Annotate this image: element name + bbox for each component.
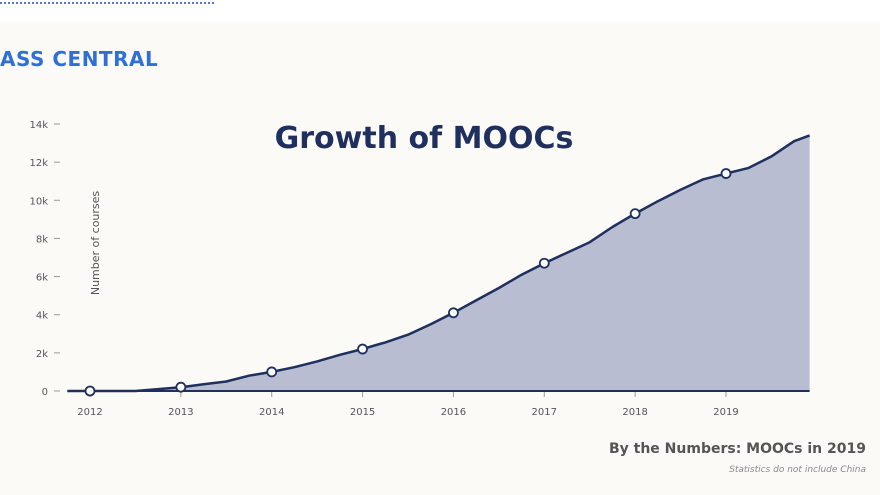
data-markers bbox=[84, 168, 732, 397]
y-tick-label: 6k bbox=[36, 273, 48, 284]
y-tick-label: 12k bbox=[29, 158, 48, 169]
data-point-marker bbox=[448, 307, 459, 319]
caption: By the Numbers: MOOCs in 2019 bbox=[608, 441, 866, 457]
x-tick-label: 2019 bbox=[713, 407, 738, 418]
series-line bbox=[67, 134, 811, 393]
data-point-marker bbox=[266, 366, 278, 378]
x-tick-label: 2018 bbox=[622, 407, 647, 418]
data-point-marker bbox=[175, 381, 187, 393]
data-point-marker bbox=[629, 208, 641, 220]
y-axis-label: Number of courses bbox=[89, 191, 102, 296]
chart-title: Growth of MOOCs bbox=[275, 121, 574, 156]
y-tick-label: 0 bbox=[42, 387, 48, 398]
y-tick-label: 14k bbox=[29, 120, 48, 131]
focus-dotted-line bbox=[0, 2, 214, 4]
x-tick-label: 2012 bbox=[77, 407, 102, 418]
x-tick-label: 2014 bbox=[259, 407, 284, 418]
y-tick-label: 10k bbox=[29, 196, 48, 207]
data-point-marker bbox=[84, 385, 96, 397]
y-tick-label: 2k bbox=[36, 349, 48, 360]
x-tick-label: 2015 bbox=[350, 407, 375, 418]
browser-top-strip bbox=[0, 0, 880, 22]
data-point-marker bbox=[538, 257, 550, 269]
x-tick-label: 2013 bbox=[168, 407, 193, 418]
data-point-marker bbox=[357, 343, 368, 355]
brand-logo-text: ASS CENTRAL bbox=[0, 47, 159, 71]
area-fill bbox=[67, 135, 810, 391]
x-tick-label: 2017 bbox=[532, 407, 557, 418]
y-tick-label: 4k bbox=[36, 311, 48, 322]
y-axis-ticks: 0 2k 4k 6k 8k 10k 12k 14k bbox=[29, 120, 60, 398]
subcaption: Statistics do not include China bbox=[729, 465, 866, 475]
x-tick-label: 2016 bbox=[441, 407, 466, 418]
data-point-marker bbox=[720, 168, 732, 179]
x-axis-ticks: 2012 2013 2014 2015 2016 2017 2018 2019 bbox=[77, 391, 739, 418]
y-tick-label: 8k bbox=[36, 234, 48, 245]
